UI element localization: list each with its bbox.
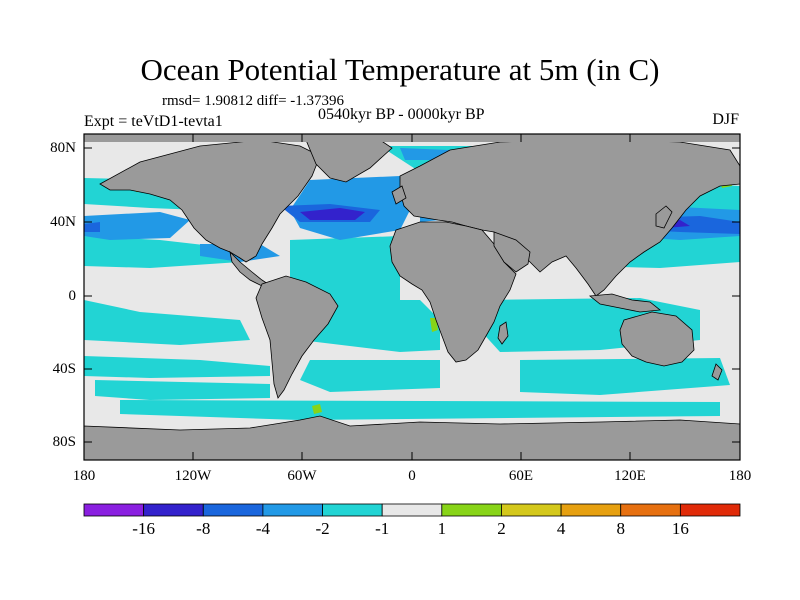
lon-label-180e: 180 [728, 468, 752, 484]
arabia [493, 231, 531, 273]
experiment-label: Expt = teVtD1-tevta1 [84, 113, 223, 130]
british-isles [391, 185, 407, 205]
lat-label-80s: 80S [52, 434, 76, 450]
lon-label-60e: 60E [508, 468, 534, 484]
colorbar-label: -8 [196, 519, 211, 538]
colorbar-label: 8 [616, 519, 625, 538]
japan [655, 205, 673, 229]
africa [389, 221, 517, 363]
australia [619, 311, 695, 367]
colorbar-box [202, 503, 264, 517]
colorbar [83, 503, 741, 517]
lon-label-120e: 120E [614, 468, 646, 484]
lat-label-0: 0 [68, 288, 77, 304]
map-title: Ocean Potential Temperature at 5m (in C) [140, 52, 660, 87]
colorbar-box [560, 503, 622, 517]
colorbar-box [679, 503, 741, 517]
colorbar-box [620, 503, 681, 517]
lat-label-80n: 80N [50, 140, 76, 156]
colorbar-box [501, 503, 562, 517]
colorbar-label: 1 [437, 519, 447, 538]
colorbar-box [143, 503, 204, 517]
south-america [255, 275, 339, 399]
season-label: DJF [712, 111, 739, 128]
colorbar-label: -2 [315, 519, 330, 538]
colorbar-box [83, 503, 145, 517]
lon-label-120w: 120W [174, 468, 212, 484]
lat-ticks [84, 147, 740, 443]
colorbar-box [322, 503, 383, 517]
north-america [99, 139, 321, 263]
colorbar-label: 16 [671, 519, 689, 538]
colorbar-label: -16 [132, 519, 155, 538]
eurasia [399, 139, 740, 297]
lat-label-40s: 40S [52, 361, 76, 377]
lat-label-40n: 40N [50, 214, 76, 230]
lon-label-0: 0 [408, 468, 416, 484]
colorbar-box [262, 503, 323, 517]
colorbar-label: -1 [375, 519, 390, 538]
madagascar [497, 321, 509, 345]
colorbar-label: -4 [255, 519, 270, 538]
antarctica [84, 415, 740, 460]
colorbar-label: 2 [497, 519, 506, 538]
new-zealand [711, 363, 723, 381]
colorbar-box [441, 503, 502, 517]
lon-ticks [83, 134, 741, 460]
land-masses [84, 139, 740, 460]
colorbar-box [381, 503, 443, 517]
lon-label-60w: 60W [287, 468, 317, 484]
stats-text: rmsd= 1.90812 diff= -1.37396 [162, 93, 345, 109]
colorbar-label: 4 [556, 519, 566, 538]
period-label: 0540kyr BP - 0000kyr BP [318, 106, 485, 123]
lon-label-180w: 180 [72, 468, 96, 484]
indonesia [588, 293, 662, 313]
